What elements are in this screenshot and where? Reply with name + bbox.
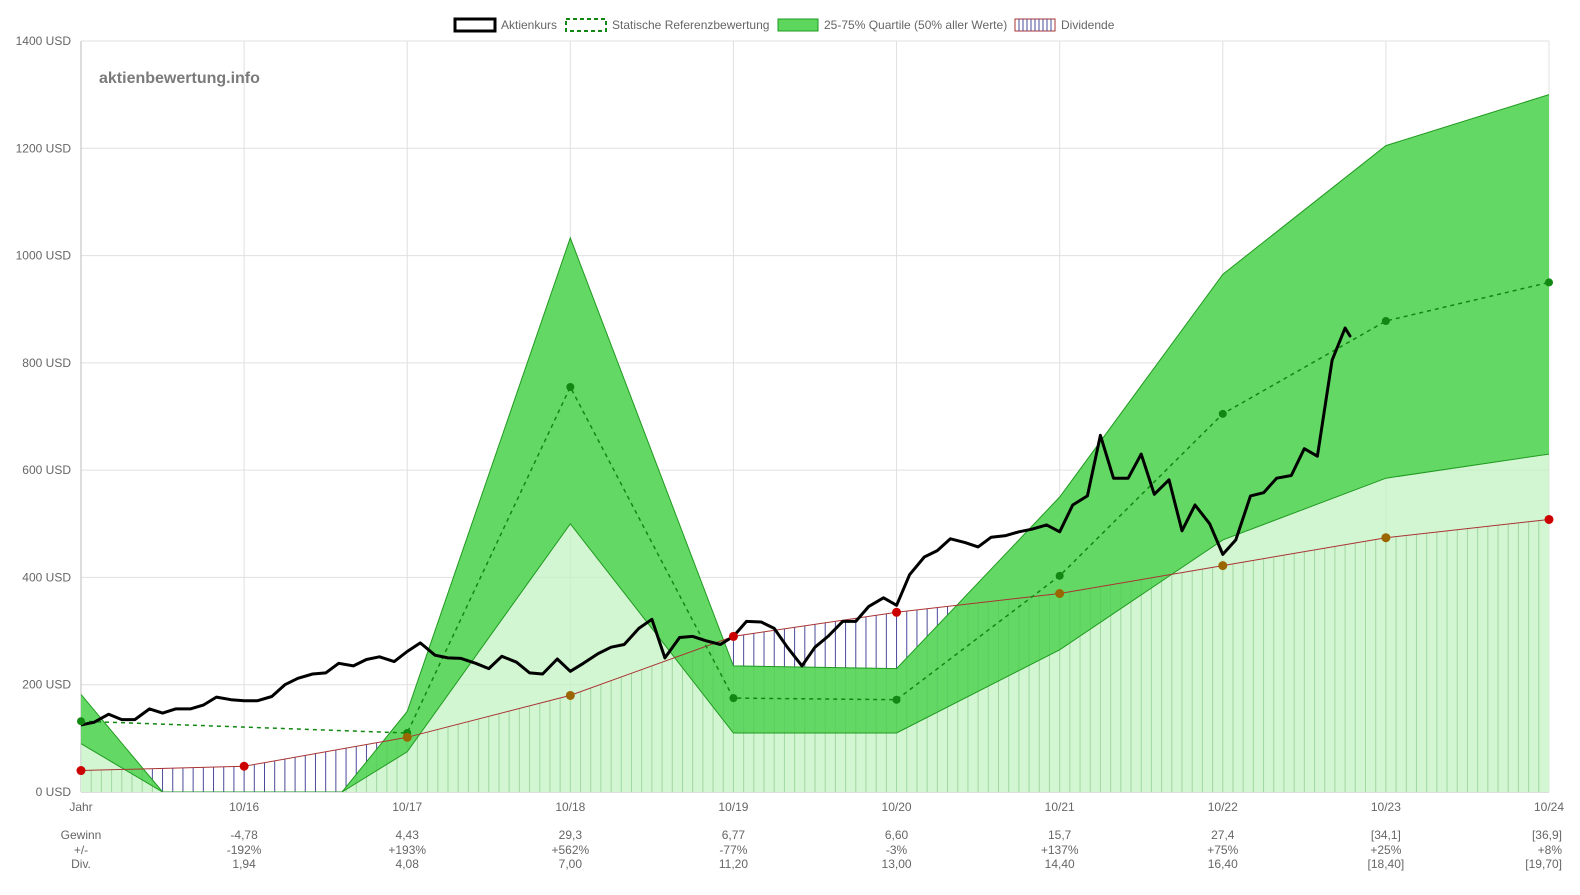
footer-cell: +75% xyxy=(1207,843,1238,857)
footer-row-label: Div. xyxy=(71,857,91,871)
footer-row-label: +/- xyxy=(74,843,88,857)
quartile-band xyxy=(81,94,1549,792)
y-tick-label: 400 USD xyxy=(22,570,71,584)
dividend-point xyxy=(1381,533,1391,543)
dividend-point xyxy=(892,607,902,617)
reference-point xyxy=(566,382,575,391)
dividend-point xyxy=(76,766,86,776)
series-dots xyxy=(76,278,1554,776)
footer-cell: +8% xyxy=(1538,843,1563,857)
footer-cell: 6,77 xyxy=(722,828,746,842)
footer-cell: 29,3 xyxy=(559,828,583,842)
reference-point xyxy=(1545,278,1553,287)
lower-quartile-area xyxy=(81,454,1549,792)
footer-cell: 4,43 xyxy=(396,828,420,842)
x-tick-label: 10/21 xyxy=(1045,800,1075,814)
x-tick-label: 10/22 xyxy=(1208,800,1238,814)
dividend-point xyxy=(1218,561,1228,571)
y-tick-label: 200 USD xyxy=(22,678,71,692)
dividend-point xyxy=(239,761,249,771)
footer-cell: +193% xyxy=(388,843,426,857)
footer-table: Gewinn+/-Div. -4,78-192%1,94 4,43+193%4,08… xyxy=(61,828,1563,871)
reference-point xyxy=(1381,317,1390,326)
footer-cell: 4,08 xyxy=(396,857,420,871)
quartile-upper-line xyxy=(81,94,1549,792)
legend-item: Dividende xyxy=(1014,18,1115,32)
legend-label: Dividende xyxy=(1061,18,1115,32)
dividend-point xyxy=(728,631,738,641)
legend-item: Aktienkurs xyxy=(453,17,557,33)
x-tick-label: 10/20 xyxy=(882,800,912,814)
reference-point xyxy=(77,717,85,726)
stock-price-line xyxy=(81,326,1352,727)
legend-label: Statische Referenzbewertung xyxy=(612,18,769,32)
footer-cell: [36,9] xyxy=(1532,828,1562,842)
x-tick-label: 10/18 xyxy=(555,800,585,814)
reference-point xyxy=(892,695,901,704)
legend-swatch-reference xyxy=(565,18,607,32)
footer-cell: 1,94 xyxy=(232,857,256,871)
x-tick-label: 10/23 xyxy=(1371,800,1401,814)
legend: Aktienkurs Statische Referenzbewertung 25-… xyxy=(453,17,1115,33)
footer-cell: -77% xyxy=(719,843,747,857)
legend-label: Aktienkurs xyxy=(501,18,557,32)
x-tick-label: 10/19 xyxy=(718,800,748,814)
y-tick-label: 1400 USD xyxy=(16,34,72,48)
y-tick-label: 1000 USD xyxy=(16,249,72,263)
y-tick-label: 600 USD xyxy=(22,463,71,477)
footer-cell: -3% xyxy=(886,843,908,857)
reference-point xyxy=(729,694,738,703)
watermark-text: aktienbewertung.info xyxy=(99,70,260,87)
x-tick-label: Jahr xyxy=(69,800,92,814)
legend-item: Statische Referenzbewertung xyxy=(565,18,769,32)
dividend-point xyxy=(402,732,412,742)
footer-cell: 7,00 xyxy=(559,857,583,871)
x-tick-label: 10/17 xyxy=(392,800,422,814)
quartile-lower-line xyxy=(81,453,1549,792)
dividend-point xyxy=(1544,514,1554,524)
footer-row-label: Gewinn xyxy=(61,828,102,842)
footer-cell: 6,60 xyxy=(885,828,909,842)
footer-cell: +25% xyxy=(1370,843,1401,857)
legend-label: 25-75% Quartile (50% aller Werte) xyxy=(824,18,1007,32)
footer-cell: 16,40 xyxy=(1208,857,1238,871)
footer-cell: 11,20 xyxy=(719,857,748,871)
legend-swatch-price xyxy=(453,17,497,33)
x-tick-label: 10/24 xyxy=(1534,800,1564,814)
footer-cell: [34,1] xyxy=(1371,828,1401,842)
footer-cell: 27,4 xyxy=(1211,828,1235,842)
footer-cell: [19,70] xyxy=(1525,857,1562,871)
dividend-point xyxy=(565,690,575,700)
reference-point xyxy=(1218,409,1227,418)
x-tick-label: 10/16 xyxy=(229,800,259,814)
y-tick-label: 1200 USD xyxy=(16,141,72,155)
axis-labels: 0 USD 200 USD 400 USD 600 USD 800 USD 1000 US… xyxy=(16,34,1565,814)
footer-cell: 13,00 xyxy=(882,857,912,871)
footer-cell: 15,7 xyxy=(1048,828,1072,842)
legend-item: 25-75% Quartile (50% aller Werte) xyxy=(777,18,1007,32)
dividend-line xyxy=(81,519,1549,771)
y-tick-label: 800 USD xyxy=(22,356,71,370)
footer-cell: -192% xyxy=(227,843,262,857)
footer-cell: +562% xyxy=(551,843,589,857)
footer-cell: +137% xyxy=(1041,843,1079,857)
footer-cell: -4,78 xyxy=(230,828,258,842)
legend-swatch-quartile xyxy=(777,18,819,32)
footer-cell: [18,40] xyxy=(1368,857,1405,871)
reference-point xyxy=(1055,571,1064,580)
y-tick-label: 0 USD xyxy=(36,785,72,799)
quartile-band-area xyxy=(81,94,1549,792)
dividend-point xyxy=(1055,589,1065,599)
footer-cell: 14,40 xyxy=(1045,857,1075,871)
series-lines xyxy=(81,281,1549,771)
